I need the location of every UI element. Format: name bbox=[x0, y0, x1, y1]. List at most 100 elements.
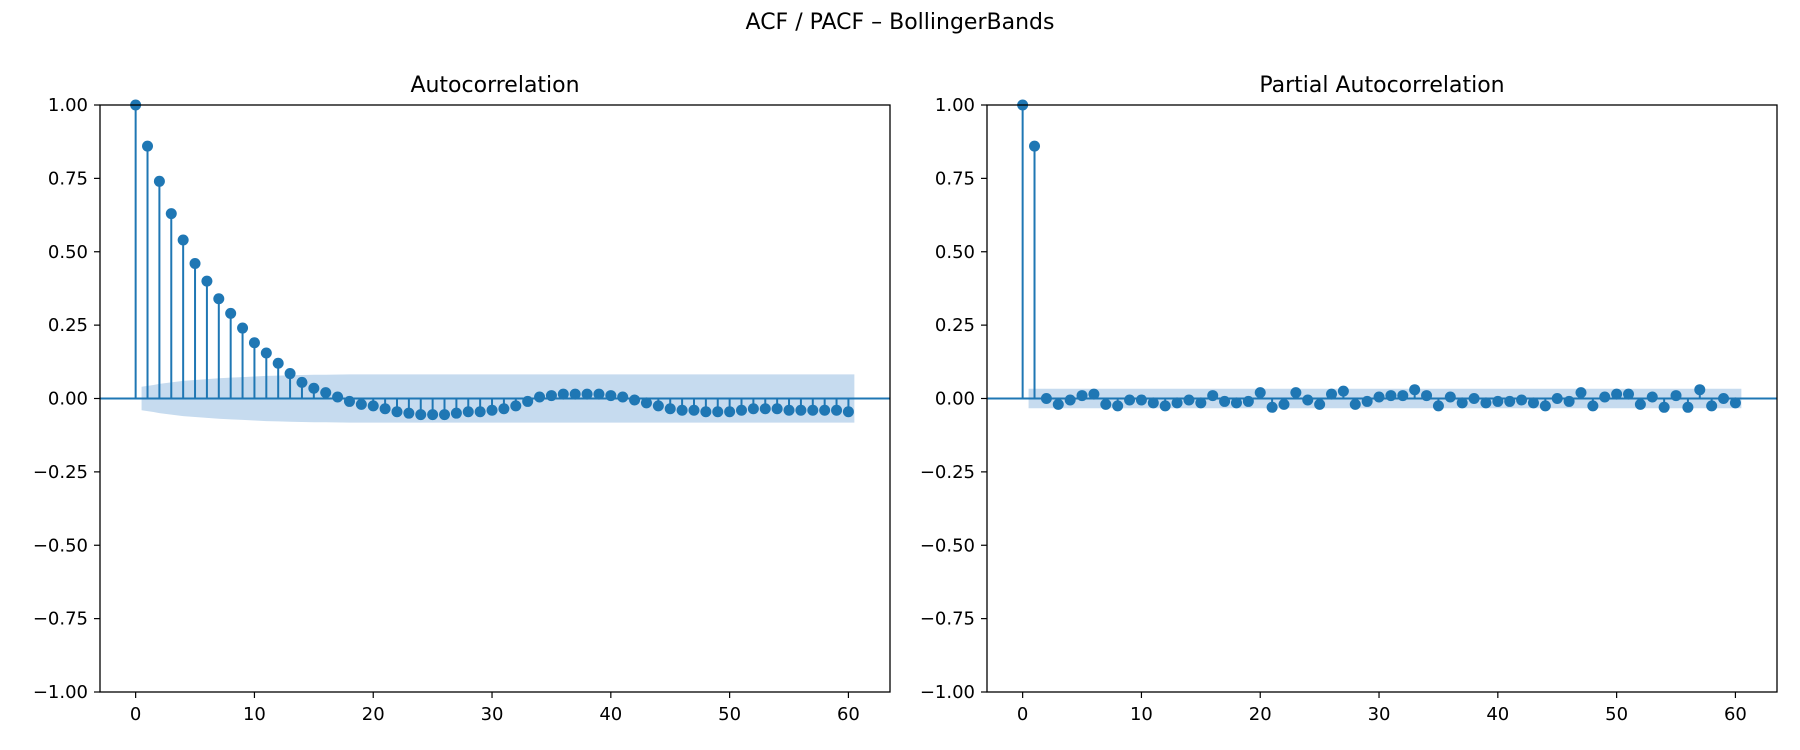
acf-point bbox=[308, 382, 320, 394]
pacf-ytick-label: −0.50 bbox=[920, 535, 975, 556]
acf-ytick-label: 0.50 bbox=[48, 242, 88, 263]
acf-point bbox=[724, 406, 736, 418]
acf-point bbox=[545, 390, 557, 402]
acf-point bbox=[593, 388, 605, 400]
pacf-point bbox=[1658, 401, 1670, 413]
acf-point bbox=[379, 403, 391, 415]
pacf-ytick-label: 0.25 bbox=[935, 315, 975, 336]
acf-point bbox=[450, 407, 462, 419]
pacf-point bbox=[1575, 387, 1587, 399]
acf-ytick-label: −0.25 bbox=[33, 462, 88, 483]
acf-point bbox=[415, 409, 427, 421]
pacf-ytick-label: 0.50 bbox=[935, 242, 975, 263]
acf-point bbox=[581, 388, 593, 400]
figure-suptitle: ACF / PACF – BollingerBands bbox=[745, 10, 1055, 35]
pacf-point bbox=[1040, 393, 1052, 404]
pacf-point bbox=[1135, 394, 1147, 406]
pacf-point bbox=[1563, 395, 1575, 407]
pacf-point bbox=[1516, 394, 1528, 406]
pacf-ytick-label: 1.00 bbox=[935, 95, 975, 116]
pacf-point bbox=[1729, 397, 1741, 409]
pacf-point bbox=[1302, 394, 1314, 406]
pacf-point bbox=[1314, 398, 1326, 410]
acf-point bbox=[225, 307, 237, 319]
acf-point bbox=[462, 406, 474, 418]
pacf-point bbox=[1599, 391, 1611, 403]
acf-point bbox=[272, 357, 284, 369]
acf-point bbox=[759, 403, 771, 415]
pacf-point bbox=[1706, 400, 1718, 412]
pacf-point bbox=[1492, 395, 1504, 407]
pacf-point bbox=[1349, 398, 1361, 410]
acf-point bbox=[343, 395, 355, 407]
pacf-point bbox=[1326, 388, 1338, 400]
pacf-xtick-label: 20 bbox=[1249, 704, 1272, 725]
pacf-point bbox=[1029, 140, 1041, 152]
pacf-point bbox=[1432, 400, 1444, 412]
pacf-point bbox=[1634, 398, 1646, 410]
pacf-point bbox=[1409, 384, 1421, 396]
acf-point bbox=[474, 406, 486, 418]
acf-ytick-label: 1.00 bbox=[48, 95, 88, 116]
acf-panel: 1.00 0.75 0.50 0.25 0.00 −0.25 −0.50 −0.75 −1.00… bbox=[33, 73, 891, 725]
acf-point bbox=[248, 337, 260, 349]
acf-xtick-label: 0 bbox=[130, 704, 141, 725]
pacf-point bbox=[1623, 388, 1635, 400]
acf-point bbox=[153, 175, 165, 187]
acf-point bbox=[557, 388, 569, 400]
pacf-point bbox=[1076, 390, 1088, 402]
acf-ytick-label: −0.75 bbox=[33, 609, 88, 630]
acf-point bbox=[534, 391, 546, 403]
pacf-point bbox=[1551, 393, 1563, 404]
pacf-point bbox=[1611, 388, 1623, 400]
acf-point bbox=[142, 140, 154, 152]
acf-point bbox=[569, 388, 581, 400]
pacf-point bbox=[1242, 395, 1254, 407]
acf-title: Autocorrelation bbox=[410, 73, 579, 98]
pacf-point bbox=[1373, 391, 1385, 403]
acf-xtick-label: 50 bbox=[718, 704, 741, 725]
pacf-point bbox=[1159, 400, 1171, 412]
pacf-point bbox=[1527, 397, 1539, 409]
acf-point bbox=[439, 409, 451, 421]
pacf-title: Partial Autocorrelation bbox=[1259, 73, 1504, 98]
pacf-point bbox=[1682, 401, 1694, 413]
acf-point bbox=[783, 404, 795, 416]
pacf-point bbox=[1694, 384, 1706, 396]
pacf-point bbox=[1504, 395, 1516, 407]
acf-point bbox=[819, 404, 831, 416]
pacf-panel: 1.00 0.75 0.50 0.25 0.00 −0.25 −0.50 −0.75 −1.00… bbox=[920, 73, 1778, 725]
pacf-ytick-label: 0.75 bbox=[935, 168, 975, 189]
acf-point bbox=[629, 394, 641, 406]
pacf-point bbox=[1480, 397, 1492, 409]
pacf-point bbox=[1444, 391, 1456, 403]
pacf-point bbox=[1254, 387, 1266, 399]
pacf-ytick-label: −1.00 bbox=[920, 682, 975, 703]
acf-point bbox=[260, 347, 272, 359]
acf-point bbox=[486, 404, 498, 416]
pacf-point bbox=[1646, 391, 1658, 403]
pacf-point bbox=[1100, 398, 1112, 410]
pacf-point bbox=[1587, 400, 1599, 412]
acf-point bbox=[617, 391, 629, 403]
pacf-point bbox=[1290, 387, 1302, 399]
pacf-point bbox=[1064, 394, 1076, 406]
pacf-point bbox=[1456, 397, 1468, 409]
acf-point bbox=[201, 275, 213, 287]
acf-point bbox=[652, 400, 664, 412]
pacf-point bbox=[1230, 397, 1242, 409]
pacf-xtick-label: 30 bbox=[1368, 704, 1391, 725]
pacf-point bbox=[1397, 390, 1409, 402]
pacf-ytick-label: −0.25 bbox=[920, 462, 975, 483]
acf-point bbox=[189, 257, 201, 269]
pacf-point bbox=[1361, 395, 1373, 407]
pacf-point bbox=[1207, 390, 1219, 402]
pacf-xtick-label: 40 bbox=[1486, 704, 1509, 725]
acf-point bbox=[320, 387, 332, 399]
acf-point bbox=[712, 406, 724, 418]
acf-point bbox=[403, 407, 415, 419]
acf-point bbox=[296, 376, 308, 388]
acf-point bbox=[165, 208, 177, 220]
